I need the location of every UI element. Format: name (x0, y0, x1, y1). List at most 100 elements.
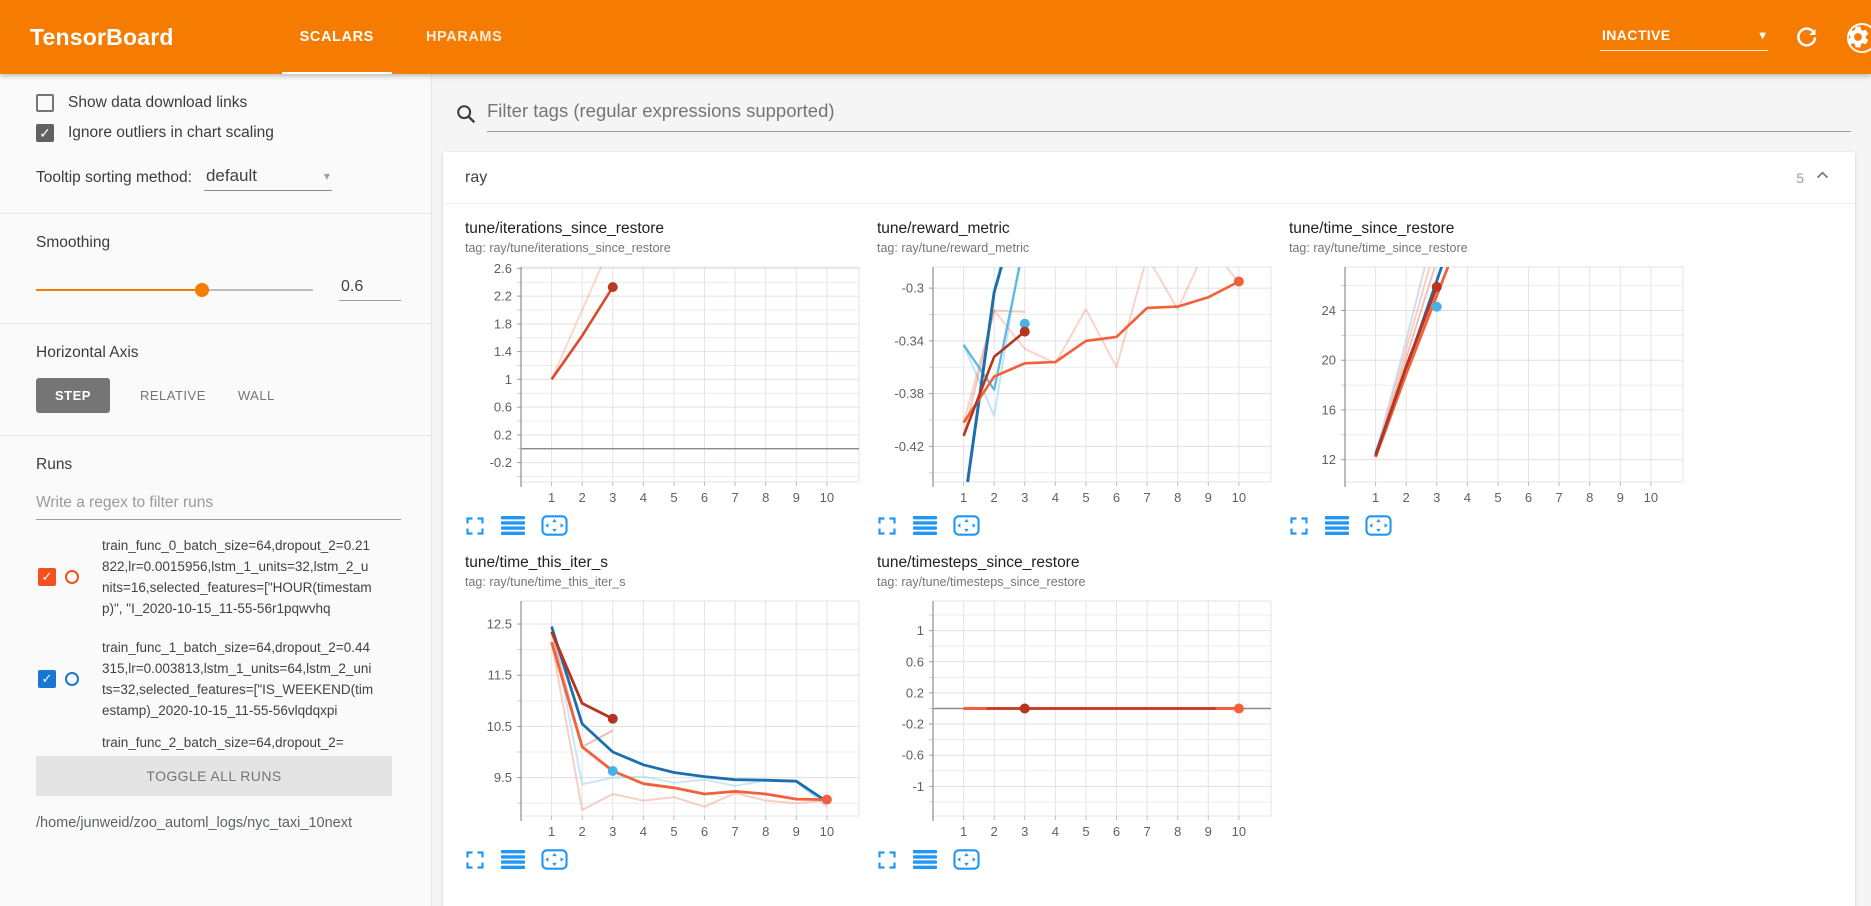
svg-text:4: 4 (640, 490, 647, 505)
svg-text:6: 6 (1113, 824, 1120, 839)
axis-option-relative[interactable]: RELATIVE (139, 388, 206, 403)
svg-text:8: 8 (1174, 490, 1181, 505)
tab-scalars[interactable]: SCALARS (274, 0, 400, 74)
fit-domain-icon[interactable] (953, 849, 980, 870)
tag-filter-input[interactable] (487, 96, 1851, 132)
smoothing-slider[interactable] (36, 282, 313, 297)
show-download-links-row[interactable]: Show data download links (36, 94, 401, 112)
svg-text:6: 6 (701, 490, 708, 505)
chart-title: tune/reward_metric (877, 220, 1010, 237)
slider-thumb[interactable] (195, 282, 210, 297)
svg-text:7: 7 (732, 490, 739, 505)
status-dropdown[interactable]: INACTIVE ▾ (1600, 23, 1768, 51)
run-color-swatch[interactable] (65, 570, 79, 584)
data-download-icon[interactable] (501, 516, 525, 535)
settings-sidebar: Show data download links ✓ Ignore outlie… (0, 74, 432, 906)
slider-fill (36, 288, 203, 291)
svg-text:11.5: 11.5 (488, 668, 512, 683)
svg-text:6: 6 (1525, 490, 1532, 505)
svg-text:2: 2 (991, 490, 998, 505)
svg-text:1: 1 (917, 623, 924, 638)
tab-bar: SCALARS HPARAMS (274, 0, 529, 74)
svg-text:-0.6: -0.6 (902, 748, 924, 763)
fit-domain-icon[interactable] (541, 515, 568, 536)
run-item[interactable]: ✓train_func_2_batch_size=64,dropout_2= (36, 730, 401, 754)
svg-text:2: 2 (579, 824, 586, 839)
svg-text:5: 5 (1082, 490, 1089, 505)
run-name: train_func_2_batch_size=64,dropout_2= (102, 734, 344, 750)
svg-text:9: 9 (1205, 490, 1212, 505)
axis-option-wall[interactable]: WALL (237, 388, 275, 403)
tab-hparams[interactable]: HPARAMS (425, 29, 503, 45)
svg-text:10: 10 (1232, 824, 1246, 839)
svg-text:1: 1 (1372, 490, 1379, 505)
expand-icon[interactable] (465, 850, 485, 870)
svg-text:9: 9 (1617, 490, 1624, 505)
svg-text:0.2: 0.2 (906, 685, 924, 700)
svg-text:7: 7 (732, 824, 739, 839)
data-download-icon[interactable] (913, 850, 937, 869)
svg-text:8: 8 (762, 490, 769, 505)
svg-text:-0.42: -0.42 (894, 439, 924, 454)
chart-card: tune/time_this_iter_s tag: ray/tune/time_… (465, 554, 877, 870)
svg-text:1.8: 1.8 (494, 316, 512, 331)
svg-text:1: 1 (505, 372, 512, 387)
axis-mode-group: STEP RELATIVE WALL (36, 378, 401, 413)
help-icon[interactable] (1847, 23, 1871, 53)
fit-domain-icon[interactable] (1365, 515, 1392, 536)
fit-domain-icon[interactable] (953, 515, 980, 536)
svg-text:0.2: 0.2 (494, 427, 512, 442)
svg-text:3: 3 (1021, 490, 1028, 505)
expand-icon[interactable] (1289, 516, 1309, 536)
run-color-swatch[interactable] (65, 672, 79, 686)
runs-filter-input[interactable] (36, 488, 401, 520)
expand-icon[interactable] (465, 516, 485, 536)
chevron-up-icon[interactable] (1814, 167, 1831, 189)
chart-tag: tag: ray/tune/iterations_since_restore (465, 241, 671, 255)
chart-plot[interactable]: 1 2 3 4 5 6 7 8 9 10 -0.2 0.2 0.6 1 1.4 1.8 2.2 2.6 (465, 261, 865, 511)
refresh-icon[interactable] (1794, 25, 1819, 50)
chart-title: tune/time_since_restore (1289, 220, 1455, 237)
expand-icon[interactable] (877, 516, 897, 536)
svg-text:6: 6 (1113, 490, 1120, 505)
svg-text:9: 9 (793, 490, 800, 505)
chart-plot[interactable]: 1 2 3 4 5 6 7 8 9 10 9.5 10.5 11.5 12.5 (465, 595, 865, 845)
ignore-outliers-row[interactable]: ✓ Ignore outliers in chart scaling (36, 124, 401, 142)
expand-icon[interactable] (877, 850, 897, 870)
chart-plot[interactable]: 1 2 3 4 5 6 7 8 9 10 -1 -0.6 -0.2 0.2 0.6 1 (877, 595, 1277, 845)
run-checkbox[interactable]: ✓ (38, 670, 56, 688)
svg-text:-0.34: -0.34 (894, 333, 924, 348)
horizontal-axis-section: Horizontal Axis STEP RELATIVE WALL (0, 324, 431, 436)
run-controls: ✓ (38, 670, 102, 688)
svg-text:4: 4 (640, 824, 647, 839)
header-actions: INACTIVE ▾ (1600, 23, 1871, 51)
axis-option-step[interactable]: STEP (36, 378, 110, 413)
chart-toolbar (877, 849, 1289, 870)
toggle-all-runs-button[interactable]: TOGGLE ALL RUNS (36, 756, 392, 796)
run-item[interactable]: ✓ train_func_0_batch_size=64,dropout_2=0.… (36, 526, 401, 628)
svg-text:-0.2: -0.2 (902, 717, 924, 732)
svg-text:2: 2 (579, 490, 586, 505)
svg-text:1: 1 (548, 490, 555, 505)
svg-text:0.6: 0.6 (494, 400, 512, 415)
svg-text:12.5: 12.5 (487, 617, 512, 632)
tag-group-header[interactable]: ray 5 (443, 152, 1855, 204)
chart-plot[interactable]: 1 2 3 4 5 6 7 8 9 10 -0.42 -0.38 -0.34 -0.3 (877, 261, 1277, 511)
tooltip-sorting-dropdown[interactable]: default ▾ (203, 166, 332, 191)
app-title: TensorBoard (30, 23, 174, 50)
data-download-icon[interactable] (501, 850, 525, 869)
run-checkbox[interactable]: ✓ (38, 568, 56, 586)
show-download-links-checkbox[interactable] (36, 94, 54, 112)
data-download-icon[interactable] (913, 516, 937, 535)
fit-domain-icon[interactable] (541, 849, 568, 870)
smoothing-value-input[interactable]: 0.6 (339, 278, 401, 301)
runs-section: Runs ✓ train_func_0_batch_size=64,dropout… (0, 436, 431, 856)
data-download-icon[interactable] (1325, 516, 1349, 535)
chart-title: tune/time_this_iter_s (465, 554, 609, 571)
svg-text:5: 5 (1082, 824, 1089, 839)
ignore-outliers-checkbox[interactable]: ✓ (36, 124, 54, 142)
svg-text:8: 8 (1586, 490, 1593, 505)
run-item[interactable]: ✓ train_func_1_batch_size=64,dropout_2=0.… (36, 628, 401, 730)
svg-text:3: 3 (1021, 824, 1028, 839)
